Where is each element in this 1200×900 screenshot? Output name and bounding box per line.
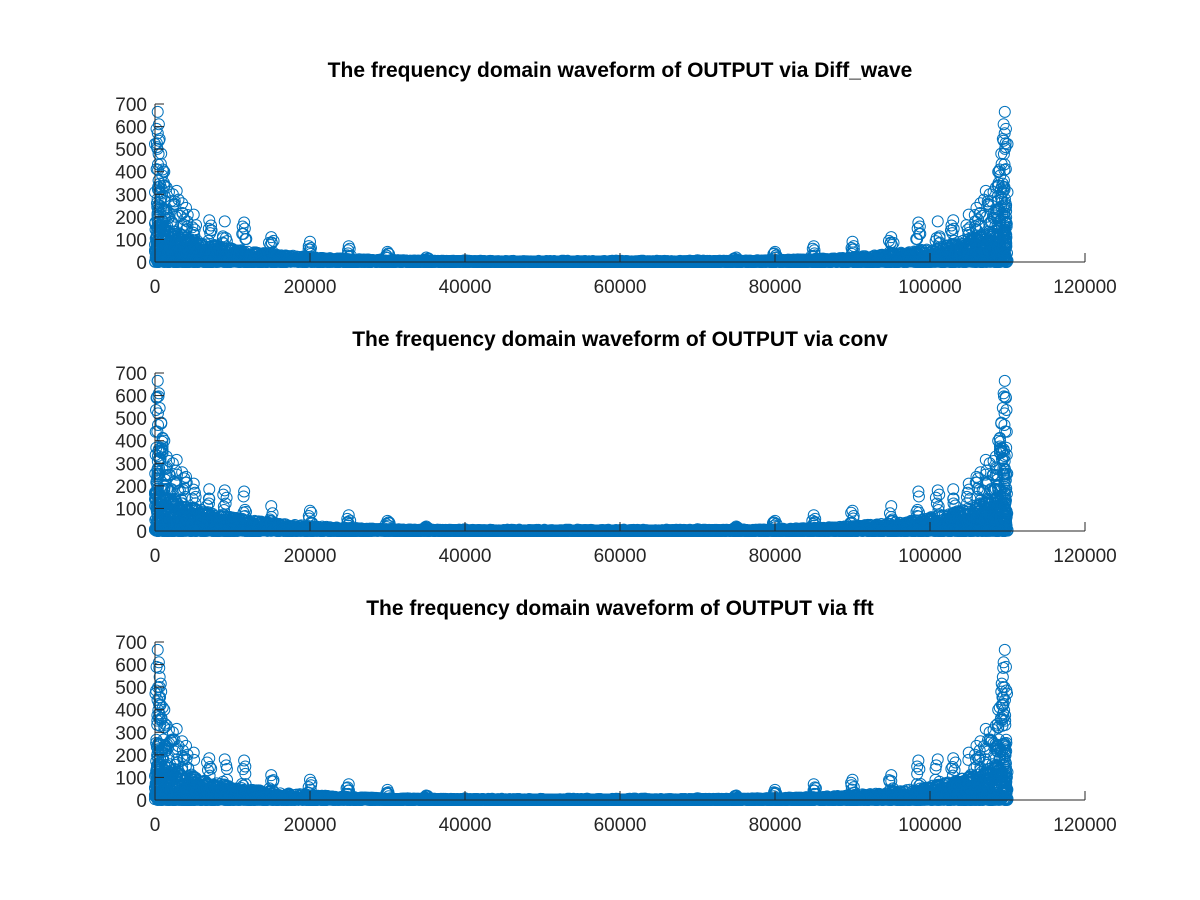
- subplot-2-title: The frequency domain waveform of OUTPUT …: [352, 328, 888, 351]
- x-tick-label: 0: [150, 277, 161, 298]
- x-tick-label: 40000: [439, 277, 492, 298]
- x-tick-label: 80000: [749, 277, 802, 298]
- y-tick-label: 600: [115, 118, 147, 139]
- y-tick-label: 700: [115, 95, 147, 116]
- y-tick-label: 500: [115, 140, 147, 161]
- x-tick-label: 60000: [594, 277, 647, 298]
- subplot-1-title: The frequency domain waveform of OUTPUT …: [328, 59, 913, 82]
- x-tick-label: 20000: [284, 277, 337, 298]
- y-tick-label: 400: [115, 163, 147, 184]
- y-tick-label: 300: [115, 185, 147, 206]
- y-tick-label: 200: [115, 208, 147, 229]
- y-tick-label: 0: [136, 253, 147, 274]
- y-tick-label: 100: [115, 230, 147, 251]
- x-tick-label: 120000: [1053, 277, 1116, 298]
- x-tick-label: 100000: [898, 277, 961, 298]
- subplot-1: The frequency domain waveform of OUTPUT …: [115, 59, 1116, 298]
